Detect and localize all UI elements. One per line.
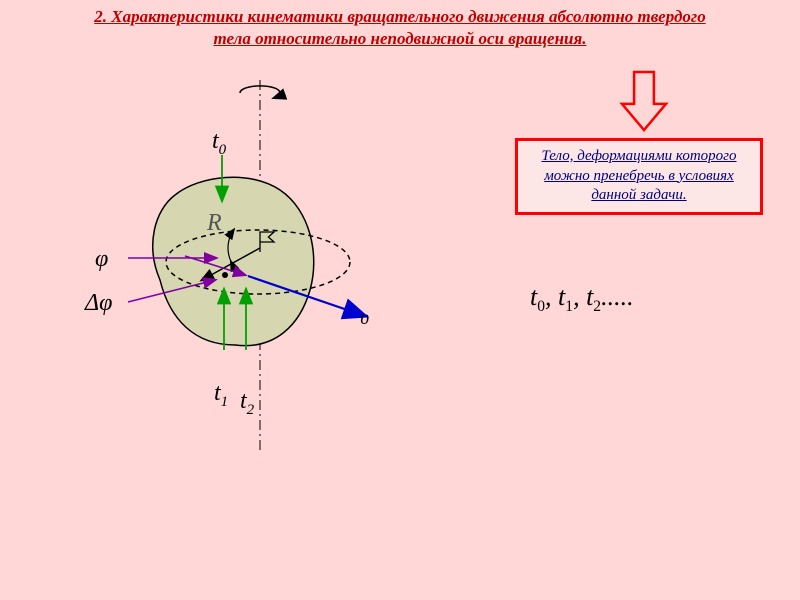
rigid-body-blob	[153, 177, 314, 345]
radius-label: R	[206, 210, 222, 236]
time-label-t1: t1	[214, 380, 228, 410]
angle-label-phi: φ	[95, 246, 108, 272]
angle-label-dphi: Δφ	[84, 290, 112, 316]
point-on-body	[222, 272, 228, 278]
rotation-diagram: Rt0 t1 t2 φ Δφ υ	[0, 0, 800, 600]
time-label-t0: t0	[212, 128, 227, 158]
velocity-label: υ	[360, 307, 369, 329]
time-label-t2: t2	[240, 388, 255, 418]
